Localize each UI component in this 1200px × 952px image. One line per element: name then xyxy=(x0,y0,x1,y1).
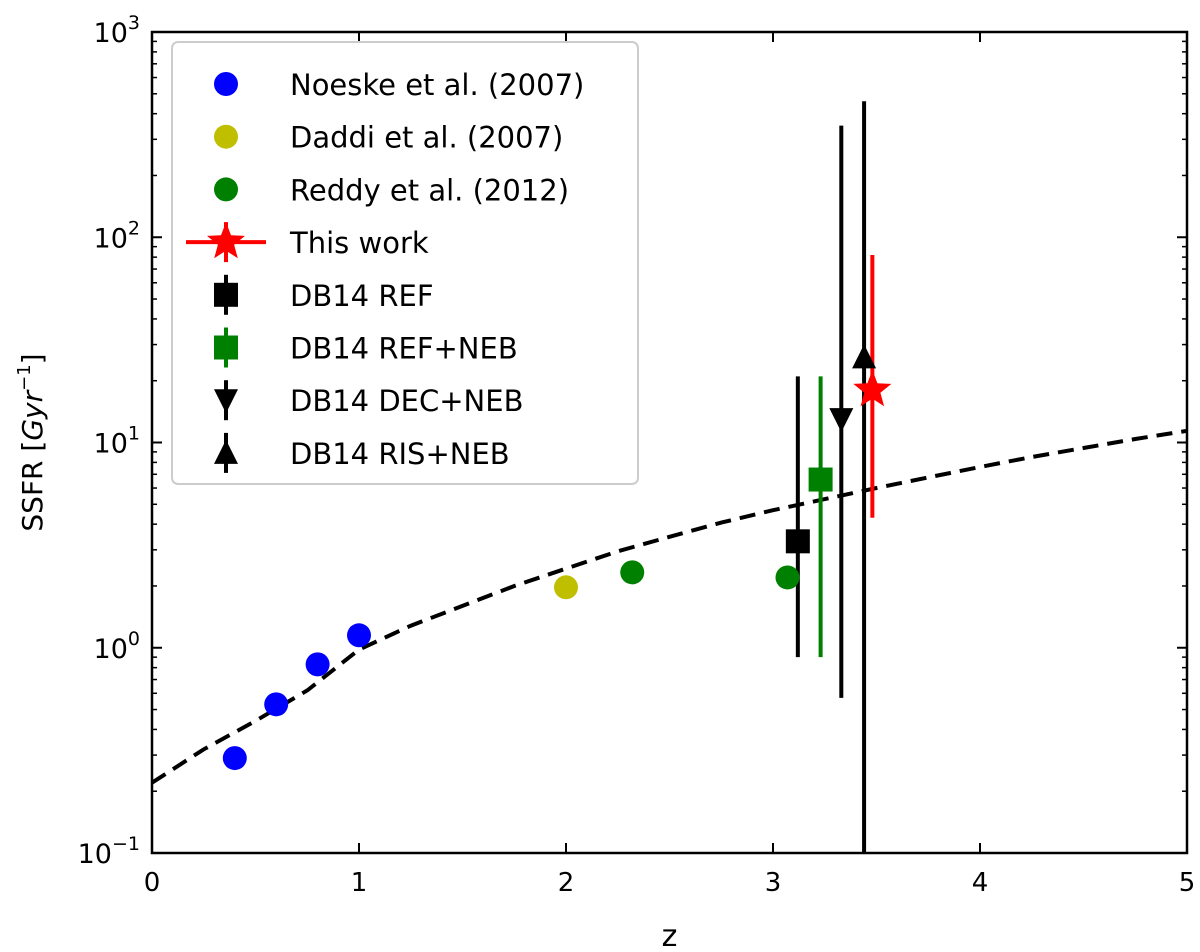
y-tick-label-2: 101 xyxy=(94,423,140,460)
tick-layer xyxy=(151,31,1188,854)
legend-label-5: DB14 REF+NEB xyxy=(290,332,518,366)
legend-box xyxy=(171,41,639,485)
data-point-4-0 xyxy=(785,529,810,554)
legend-label-6: DB14 DEC+NEB xyxy=(290,384,523,418)
x-tick-label-3: 3 xyxy=(765,868,782,898)
tick-label-layer: 0 1 2 3 4 5 10−1 100 101 102 103 xyxy=(78,12,1196,898)
data-point-0-3 xyxy=(347,623,371,648)
data-point-3-0 xyxy=(853,370,892,407)
legend-marker-7 xyxy=(214,439,238,464)
x-axis-label: z xyxy=(662,919,678,952)
data-point-0-0 xyxy=(222,746,247,771)
data-point-2-1 xyxy=(775,565,800,590)
data-point-6-0 xyxy=(829,408,854,433)
curve-layer xyxy=(150,428,1188,785)
data-point-0-1 xyxy=(264,692,289,717)
marker-layer xyxy=(222,344,892,771)
y-axis-label-main: SSFR [ xyxy=(16,441,49,532)
legend-marker-4 xyxy=(214,282,238,307)
model-curve xyxy=(150,428,1188,785)
legend-marker-1 xyxy=(214,124,238,149)
data-point-5-0 xyxy=(808,467,833,492)
legend-label-0: Noeske et al. (2007) xyxy=(290,68,584,102)
legend-label-4: DB14 REF xyxy=(290,279,434,313)
legend-label-1: Daddi et al. (2007) xyxy=(290,121,563,155)
y-axis-label-exponent: −1 xyxy=(14,364,35,391)
legend-label-3: This work xyxy=(289,226,429,260)
legend-marker-5 xyxy=(214,335,238,360)
data-point-1-0 xyxy=(554,575,578,600)
x-tick-label-0: 0 xyxy=(144,868,161,898)
data-point-7-0 xyxy=(852,344,877,369)
data-point-0-2 xyxy=(305,652,330,677)
y-tick-label-0: 10−1 xyxy=(78,833,140,870)
x-tick-label-4: 4 xyxy=(972,868,989,898)
y-tick-label-4: 103 xyxy=(94,12,140,49)
legend-marker-6 xyxy=(214,389,238,414)
x-tick-label-5: 5 xyxy=(1179,868,1196,898)
legend-label-7: DB14 RIS+NEB xyxy=(290,437,510,471)
legend: Noeske et al. (2007) Daddi et al. (2007) R… xyxy=(171,41,639,485)
y-tick-label-3: 102 xyxy=(94,217,140,254)
y-axis-label-close: ] xyxy=(16,353,49,364)
legend-marker-3 xyxy=(207,222,245,259)
legend-label-2: Reddy et al. (2012) xyxy=(290,173,569,207)
x-tick-label-1: 1 xyxy=(351,868,368,898)
y-axis-label: SSFR [Gyr−1] xyxy=(14,353,49,531)
x-tick-label-2: 2 xyxy=(558,868,575,898)
y-axis-label-italic: Gyr xyxy=(16,389,49,440)
legend-marker-2 xyxy=(214,177,238,202)
y-tick-label-1: 100 xyxy=(94,628,140,665)
data-point-2-0 xyxy=(620,560,645,585)
legend-marker-0 xyxy=(214,72,238,96)
